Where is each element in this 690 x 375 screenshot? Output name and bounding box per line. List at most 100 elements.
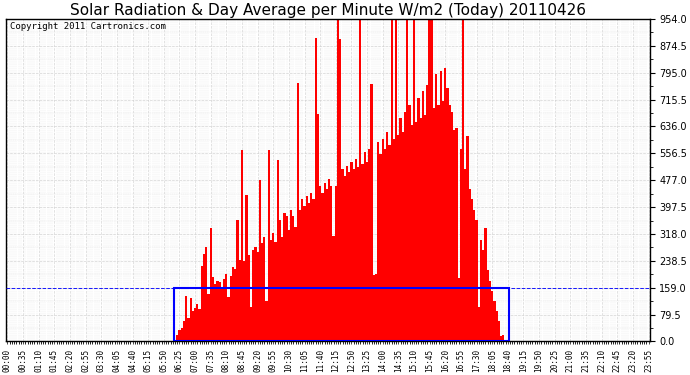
- Bar: [357, 167, 359, 342]
- Bar: [185, 296, 187, 342]
- Bar: [359, 19, 362, 342]
- Bar: [477, 307, 480, 342]
- Bar: [216, 280, 219, 342]
- Bar: [460, 149, 462, 342]
- Bar: [502, 335, 504, 342]
- Bar: [337, 19, 339, 342]
- Bar: [466, 136, 469, 342]
- Bar: [174, 288, 509, 342]
- Bar: [422, 91, 424, 342]
- Bar: [250, 307, 252, 342]
- Bar: [275, 242, 277, 342]
- Bar: [205, 247, 208, 342]
- Bar: [348, 172, 351, 342]
- Bar: [373, 274, 375, 342]
- Bar: [482, 250, 484, 342]
- Bar: [339, 39, 342, 342]
- Bar: [382, 139, 384, 342]
- Bar: [203, 254, 205, 342]
- Bar: [440, 71, 442, 342]
- Bar: [290, 210, 293, 342]
- Bar: [486, 270, 489, 342]
- Bar: [178, 330, 181, 342]
- Bar: [415, 122, 417, 342]
- Bar: [380, 154, 382, 342]
- Bar: [301, 200, 304, 342]
- Bar: [451, 112, 453, 342]
- Bar: [270, 240, 272, 342]
- Bar: [444, 68, 446, 342]
- Bar: [324, 183, 326, 342]
- Bar: [268, 150, 270, 342]
- Bar: [448, 105, 451, 342]
- Bar: [504, 340, 506, 342]
- Bar: [286, 216, 288, 342]
- Bar: [284, 213, 286, 342]
- Bar: [246, 195, 248, 342]
- Bar: [377, 142, 380, 342]
- Bar: [176, 335, 178, 342]
- Bar: [435, 74, 437, 342]
- Bar: [239, 260, 241, 342]
- Bar: [442, 101, 444, 342]
- Bar: [199, 309, 201, 342]
- Bar: [346, 166, 348, 342]
- Bar: [366, 162, 368, 342]
- Bar: [190, 298, 192, 342]
- Bar: [408, 105, 411, 342]
- Bar: [428, 19, 431, 342]
- Bar: [322, 193, 324, 342]
- Bar: [404, 112, 406, 342]
- Bar: [471, 200, 473, 342]
- Bar: [317, 114, 319, 342]
- Bar: [355, 159, 357, 342]
- Bar: [261, 243, 263, 342]
- Bar: [375, 274, 377, 342]
- Bar: [192, 311, 194, 342]
- Bar: [293, 216, 295, 342]
- Bar: [491, 291, 493, 342]
- Bar: [328, 179, 331, 342]
- Bar: [212, 278, 214, 342]
- Bar: [257, 252, 259, 342]
- Bar: [344, 176, 346, 342]
- Bar: [493, 301, 495, 342]
- Bar: [437, 105, 440, 342]
- Bar: [299, 210, 301, 342]
- Bar: [232, 267, 234, 342]
- Bar: [351, 162, 353, 342]
- Bar: [288, 230, 290, 342]
- Bar: [313, 200, 315, 342]
- Bar: [252, 250, 255, 342]
- Bar: [335, 186, 337, 342]
- Bar: [266, 301, 268, 342]
- Bar: [393, 139, 395, 342]
- Bar: [462, 19, 464, 342]
- Bar: [417, 98, 420, 342]
- Bar: [210, 228, 212, 342]
- Bar: [411, 125, 413, 342]
- Bar: [326, 189, 328, 342]
- Bar: [241, 150, 243, 342]
- Bar: [243, 261, 246, 342]
- Bar: [391, 19, 393, 342]
- Bar: [194, 308, 196, 342]
- Bar: [500, 336, 502, 342]
- Bar: [484, 228, 486, 342]
- Bar: [214, 284, 216, 342]
- Bar: [304, 206, 306, 342]
- Bar: [263, 237, 266, 342]
- Bar: [228, 297, 230, 342]
- Bar: [400, 118, 402, 342]
- Bar: [310, 193, 313, 342]
- Bar: [489, 280, 491, 342]
- Bar: [223, 279, 225, 342]
- Bar: [457, 278, 460, 342]
- Bar: [480, 240, 482, 342]
- Bar: [277, 160, 279, 342]
- Bar: [201, 266, 203, 342]
- Bar: [237, 220, 239, 342]
- Bar: [255, 247, 257, 342]
- Bar: [331, 186, 333, 342]
- Bar: [342, 169, 344, 342]
